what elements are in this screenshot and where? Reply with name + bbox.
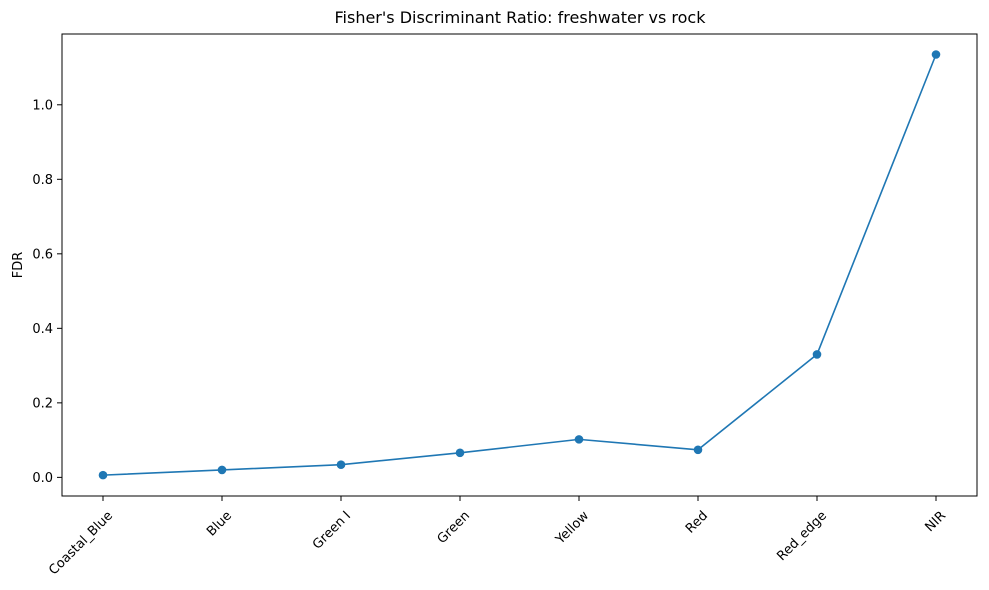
data-point xyxy=(217,465,227,475)
y-tick-label: 0.8 xyxy=(32,173,53,188)
y-axis: 0.0 0.2 0.4 0.6 0.8 1.0 xyxy=(32,98,62,486)
x-tick-label: Coastal_Blue xyxy=(46,508,116,578)
x-tick-label: Yellow xyxy=(552,508,592,548)
chart-title: Fisher's Discriminant Ratio: freshwater … xyxy=(335,8,707,27)
x-tick-label: Blue xyxy=(204,508,235,539)
x-tick-label: Red xyxy=(683,508,711,536)
x-axis: Coastal_Blue Blue Green I Green Yellow Red Red… xyxy=(46,496,949,578)
y-tick-label: 0.4 xyxy=(32,322,53,337)
y-tick-label: 1.0 xyxy=(32,98,53,113)
series-line xyxy=(102,54,937,476)
y-axis-label: FDR xyxy=(11,252,26,279)
data-point xyxy=(574,435,584,444)
plot-area xyxy=(61,33,978,497)
data-point xyxy=(812,350,822,359)
x-tick-label: Green xyxy=(435,508,473,546)
data-point xyxy=(336,460,346,470)
plot-frame-border xyxy=(61,33,978,497)
y-tick-label: 0.0 xyxy=(32,471,53,486)
data-point xyxy=(455,448,465,458)
data-point xyxy=(693,445,703,455)
series-layer xyxy=(98,50,941,480)
y-tick-label: 0.2 xyxy=(32,396,53,411)
data-point xyxy=(98,470,108,480)
data-point xyxy=(931,50,941,59)
y-tick-label: 0.6 xyxy=(32,247,53,262)
x-tick-label: Red_edge xyxy=(774,508,830,564)
x-tick-label: Green I xyxy=(310,508,354,552)
x-tick-label: NIR xyxy=(922,508,949,535)
